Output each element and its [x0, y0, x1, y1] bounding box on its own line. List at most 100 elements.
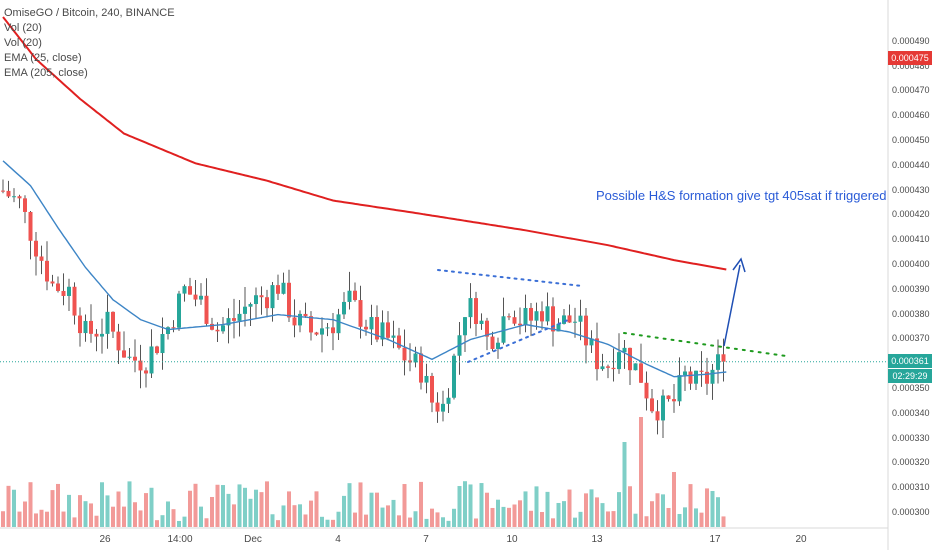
candle-down [474, 298, 478, 324]
volume-bar [166, 501, 170, 527]
candle-down [331, 327, 335, 334]
volume-bar [452, 508, 456, 527]
candle-down [133, 356, 137, 361]
volume-bar [56, 483, 60, 527]
volume-bar [325, 519, 330, 527]
volume-bar [633, 513, 638, 527]
volume-bar [463, 481, 467, 527]
volume-bar [441, 517, 445, 527]
volume-bar [248, 498, 253, 527]
volume-bar [342, 495, 346, 527]
legend-vol-2[interactable]: Vol (20) [4, 37, 42, 49]
candle-down [672, 399, 676, 402]
volume-bar [661, 494, 665, 527]
volume-bar [127, 481, 132, 527]
candle-up [12, 196, 16, 198]
volume-bar [67, 494, 71, 527]
ema25-line [2, 160, 727, 378]
candle-down [485, 320, 489, 337]
candle-up [199, 295, 203, 300]
candle-up [320, 328, 324, 335]
price-tick-label: 0.000490 [892, 35, 930, 46]
volume-bar [600, 503, 605, 527]
time-tick-label: 13 [591, 534, 603, 545]
volume-bar [171, 509, 176, 527]
time-tick-label: 17 [709, 534, 721, 545]
candle-up [270, 285, 275, 309]
countdown-badge: 02:29:29 [888, 369, 932, 383]
volume-bar [474, 518, 478, 527]
candlesticks [1, 179, 726, 438]
volume-bar [182, 516, 187, 527]
candle-down [265, 297, 269, 309]
candle-down [628, 347, 632, 371]
volume-bar [534, 486, 539, 527]
legend-vol-1[interactable]: Vol (20) [4, 22, 42, 34]
legend-ema205[interactable]: EMA (205, close) [4, 67, 88, 79]
candle-down [89, 320, 93, 334]
candle-down [567, 315, 572, 323]
volume-bar [545, 491, 550, 527]
candle-down [28, 211, 33, 241]
volume-bar [298, 504, 302, 527]
volume-bar [562, 501, 566, 527]
volume-bar [193, 483, 198, 527]
volume-bar [336, 511, 341, 527]
candle-down [56, 283, 60, 291]
candle-up [578, 315, 583, 322]
candle-down [314, 332, 319, 335]
volume-bar [347, 483, 352, 527]
volume-bar [364, 514, 368, 527]
candle-down [595, 338, 599, 370]
candle-up [248, 304, 253, 307]
volume-bar [221, 485, 225, 527]
candle-up [600, 366, 605, 370]
time-tick-label: 20 [795, 534, 807, 545]
candle-down [408, 360, 412, 363]
volume-bar [45, 511, 49, 527]
candle-down [72, 286, 77, 316]
candle-up [336, 314, 341, 334]
candle-up [589, 338, 594, 346]
candle-up [501, 316, 506, 343]
volume-bar [694, 508, 698, 527]
volume-bar [446, 520, 451, 527]
symbol-title[interactable]: OmiseGO / Bitcoin, 240, BINANCE [4, 7, 175, 19]
volume-bar [402, 484, 407, 527]
candle-up [573, 321, 577, 323]
target-arrow-head [732, 257, 746, 273]
hs-annotation-text[interactable]: Possible H&S formation give tgt 405sat i… [596, 188, 887, 203]
price-tick-label: 0.000320 [892, 457, 930, 468]
price-tick-label: 0.000310 [892, 482, 930, 493]
candle-down [6, 190, 11, 197]
volume-bar [617, 492, 621, 527]
volume-bar [589, 489, 594, 527]
price-tick-label: 0.000470 [892, 85, 930, 96]
price-tick-label: 0.000380 [892, 308, 930, 319]
ema205-line [2, 16, 727, 271]
candle-down [402, 347, 407, 361]
volume-bar [419, 481, 423, 527]
volume-bar [232, 504, 236, 527]
candle-down [606, 366, 610, 368]
candle-down [204, 295, 209, 324]
candle-down [540, 311, 544, 322]
candle-down [122, 350, 126, 358]
candle-down [144, 370, 148, 374]
price-tick-label: 0.000390 [892, 283, 930, 294]
legend-ema25[interactable]: EMA (25, close) [4, 52, 82, 64]
volume-bar [111, 506, 115, 527]
candle-down [215, 329, 220, 332]
volume-bar [540, 512, 544, 527]
volume-bar [408, 517, 412, 527]
volume-bar [628, 486, 632, 527]
volume-bar [672, 472, 676, 527]
volume-bar [556, 502, 561, 527]
volume-bar [358, 482, 363, 527]
volume-bar [666, 507, 671, 527]
trendline-lower-dotted [467, 319, 569, 363]
volume-bar [160, 515, 165, 527]
candle-down [292, 317, 297, 326]
candle-up [556, 323, 561, 332]
